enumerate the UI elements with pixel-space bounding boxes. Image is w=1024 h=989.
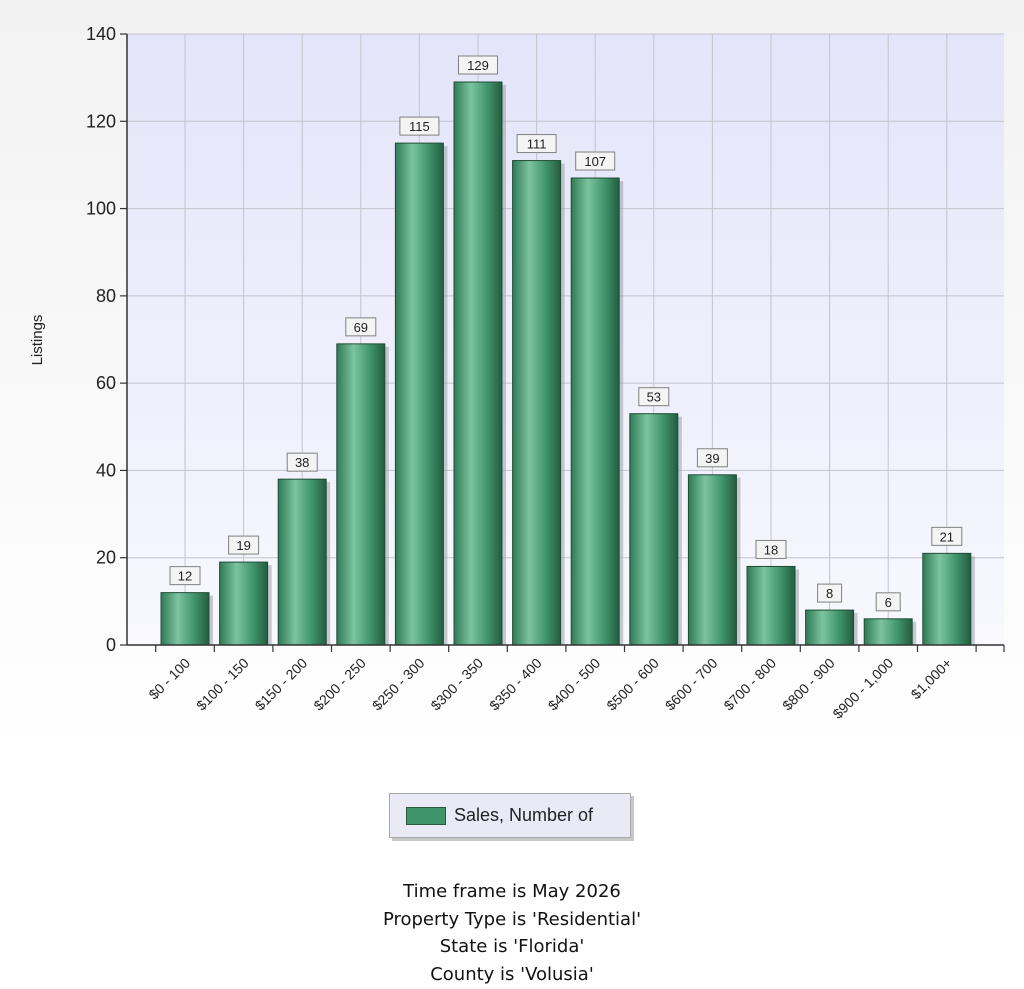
- category-label: $400 - 500: [545, 655, 604, 714]
- data-label-box: [345, 317, 377, 337]
- bar: [922, 552, 972, 646]
- legend-label: Sales, Number of: [454, 805, 594, 825]
- category-label: $500 - 600: [603, 655, 662, 714]
- data-label: 69: [354, 320, 368, 335]
- category-label: $250 - 300: [369, 655, 428, 714]
- bar: [687, 474, 737, 646]
- category-label: $700 - 800: [720, 655, 779, 714]
- data-label: 6: [885, 595, 892, 610]
- bar: [453, 81, 503, 646]
- data-label-box: [875, 592, 901, 612]
- data-label: 38: [295, 455, 309, 470]
- y-tick-label: 80: [96, 286, 116, 306]
- bar: [805, 609, 855, 646]
- y-tick-label: 100: [86, 199, 116, 219]
- category-label: $1,000+: [908, 655, 955, 702]
- y-axis-title: Listings: [29, 315, 46, 366]
- data-label: 8: [826, 586, 833, 601]
- legend: Sales, Number of: [389, 793, 631, 838]
- footer-timeframe: Time frame is May 2026: [403, 881, 621, 902]
- data-label: 115: [409, 119, 430, 134]
- data-label-box: [755, 539, 787, 559]
- bar: [219, 561, 269, 646]
- data-label-box: [169, 566, 201, 586]
- category-label: $300 - 350: [427, 655, 486, 714]
- data-label: 107: [584, 154, 606, 169]
- data-label-box: [575, 151, 616, 171]
- chart-footer: Time frame is May 2026 Property Type is …: [0, 878, 1024, 988]
- data-label-box: [696, 448, 728, 468]
- footer-county: County is 'Volusia': [430, 963, 594, 985]
- data-label: 12: [178, 569, 192, 584]
- y-tick-label: 120: [86, 111, 116, 131]
- category-label: $100 - 150: [193, 655, 252, 714]
- bars: 12 $0 - 100 19 $100 - 150 38 $150 - 200 69 $200…: [145, 55, 975, 722]
- bar: [570, 177, 620, 646]
- footer-state: State is 'Florida': [439, 936, 585, 957]
- y-tick-label: 0: [106, 635, 116, 655]
- data-label-box: [817, 583, 843, 603]
- bar: [394, 142, 444, 646]
- data-label-box: [399, 116, 440, 136]
- data-label: 21: [940, 529, 954, 544]
- bar: [336, 343, 386, 646]
- legend-swatch: [406, 806, 446, 825]
- category-label: $0 - 100: [145, 655, 193, 703]
- y-tick-label: 60: [96, 373, 116, 393]
- category-label: $350 - 400: [486, 655, 545, 714]
- category-label: $600 - 700: [662, 655, 721, 714]
- bar: [629, 413, 679, 646]
- data-label: 39: [705, 451, 719, 466]
- bar: [863, 618, 913, 646]
- category-label: $800 - 900: [779, 655, 838, 714]
- bar: [512, 160, 562, 646]
- axes: 0 20 40 60 80 100 120 140: [86, 24, 1005, 655]
- category-label: $150 - 200: [252, 655, 311, 714]
- data-label-box: [931, 526, 963, 546]
- data-label-box: [638, 387, 670, 407]
- data-label: 19: [236, 538, 250, 553]
- bar: [746, 565, 796, 646]
- category-label: $200 - 250: [310, 655, 369, 714]
- category-label: $900 - 1,000: [829, 655, 896, 722]
- y-tick-label: 20: [96, 548, 116, 568]
- data-label-box: [286, 452, 318, 472]
- bar: [277, 478, 327, 646]
- footer-property-type: Property Type is 'Residential': [382, 908, 642, 930]
- y-tick-label: 40: [96, 460, 116, 480]
- data-label: 111: [527, 137, 547, 152]
- data-label: 53: [647, 390, 661, 405]
- data-label-box: [228, 535, 260, 555]
- bar: [160, 592, 210, 646]
- data-label: 18: [764, 542, 778, 557]
- data-label-box: [516, 134, 557, 154]
- y-tick-label: 140: [86, 24, 116, 44]
- data-label: 129: [467, 58, 489, 73]
- plot-area: [127, 34, 1004, 645]
- bar-chart: 12 $0 - 100 19 $100 - 150 38 $150 - 200 69 $200…: [29, 24, 1005, 722]
- data-label-box: [458, 55, 498, 75]
